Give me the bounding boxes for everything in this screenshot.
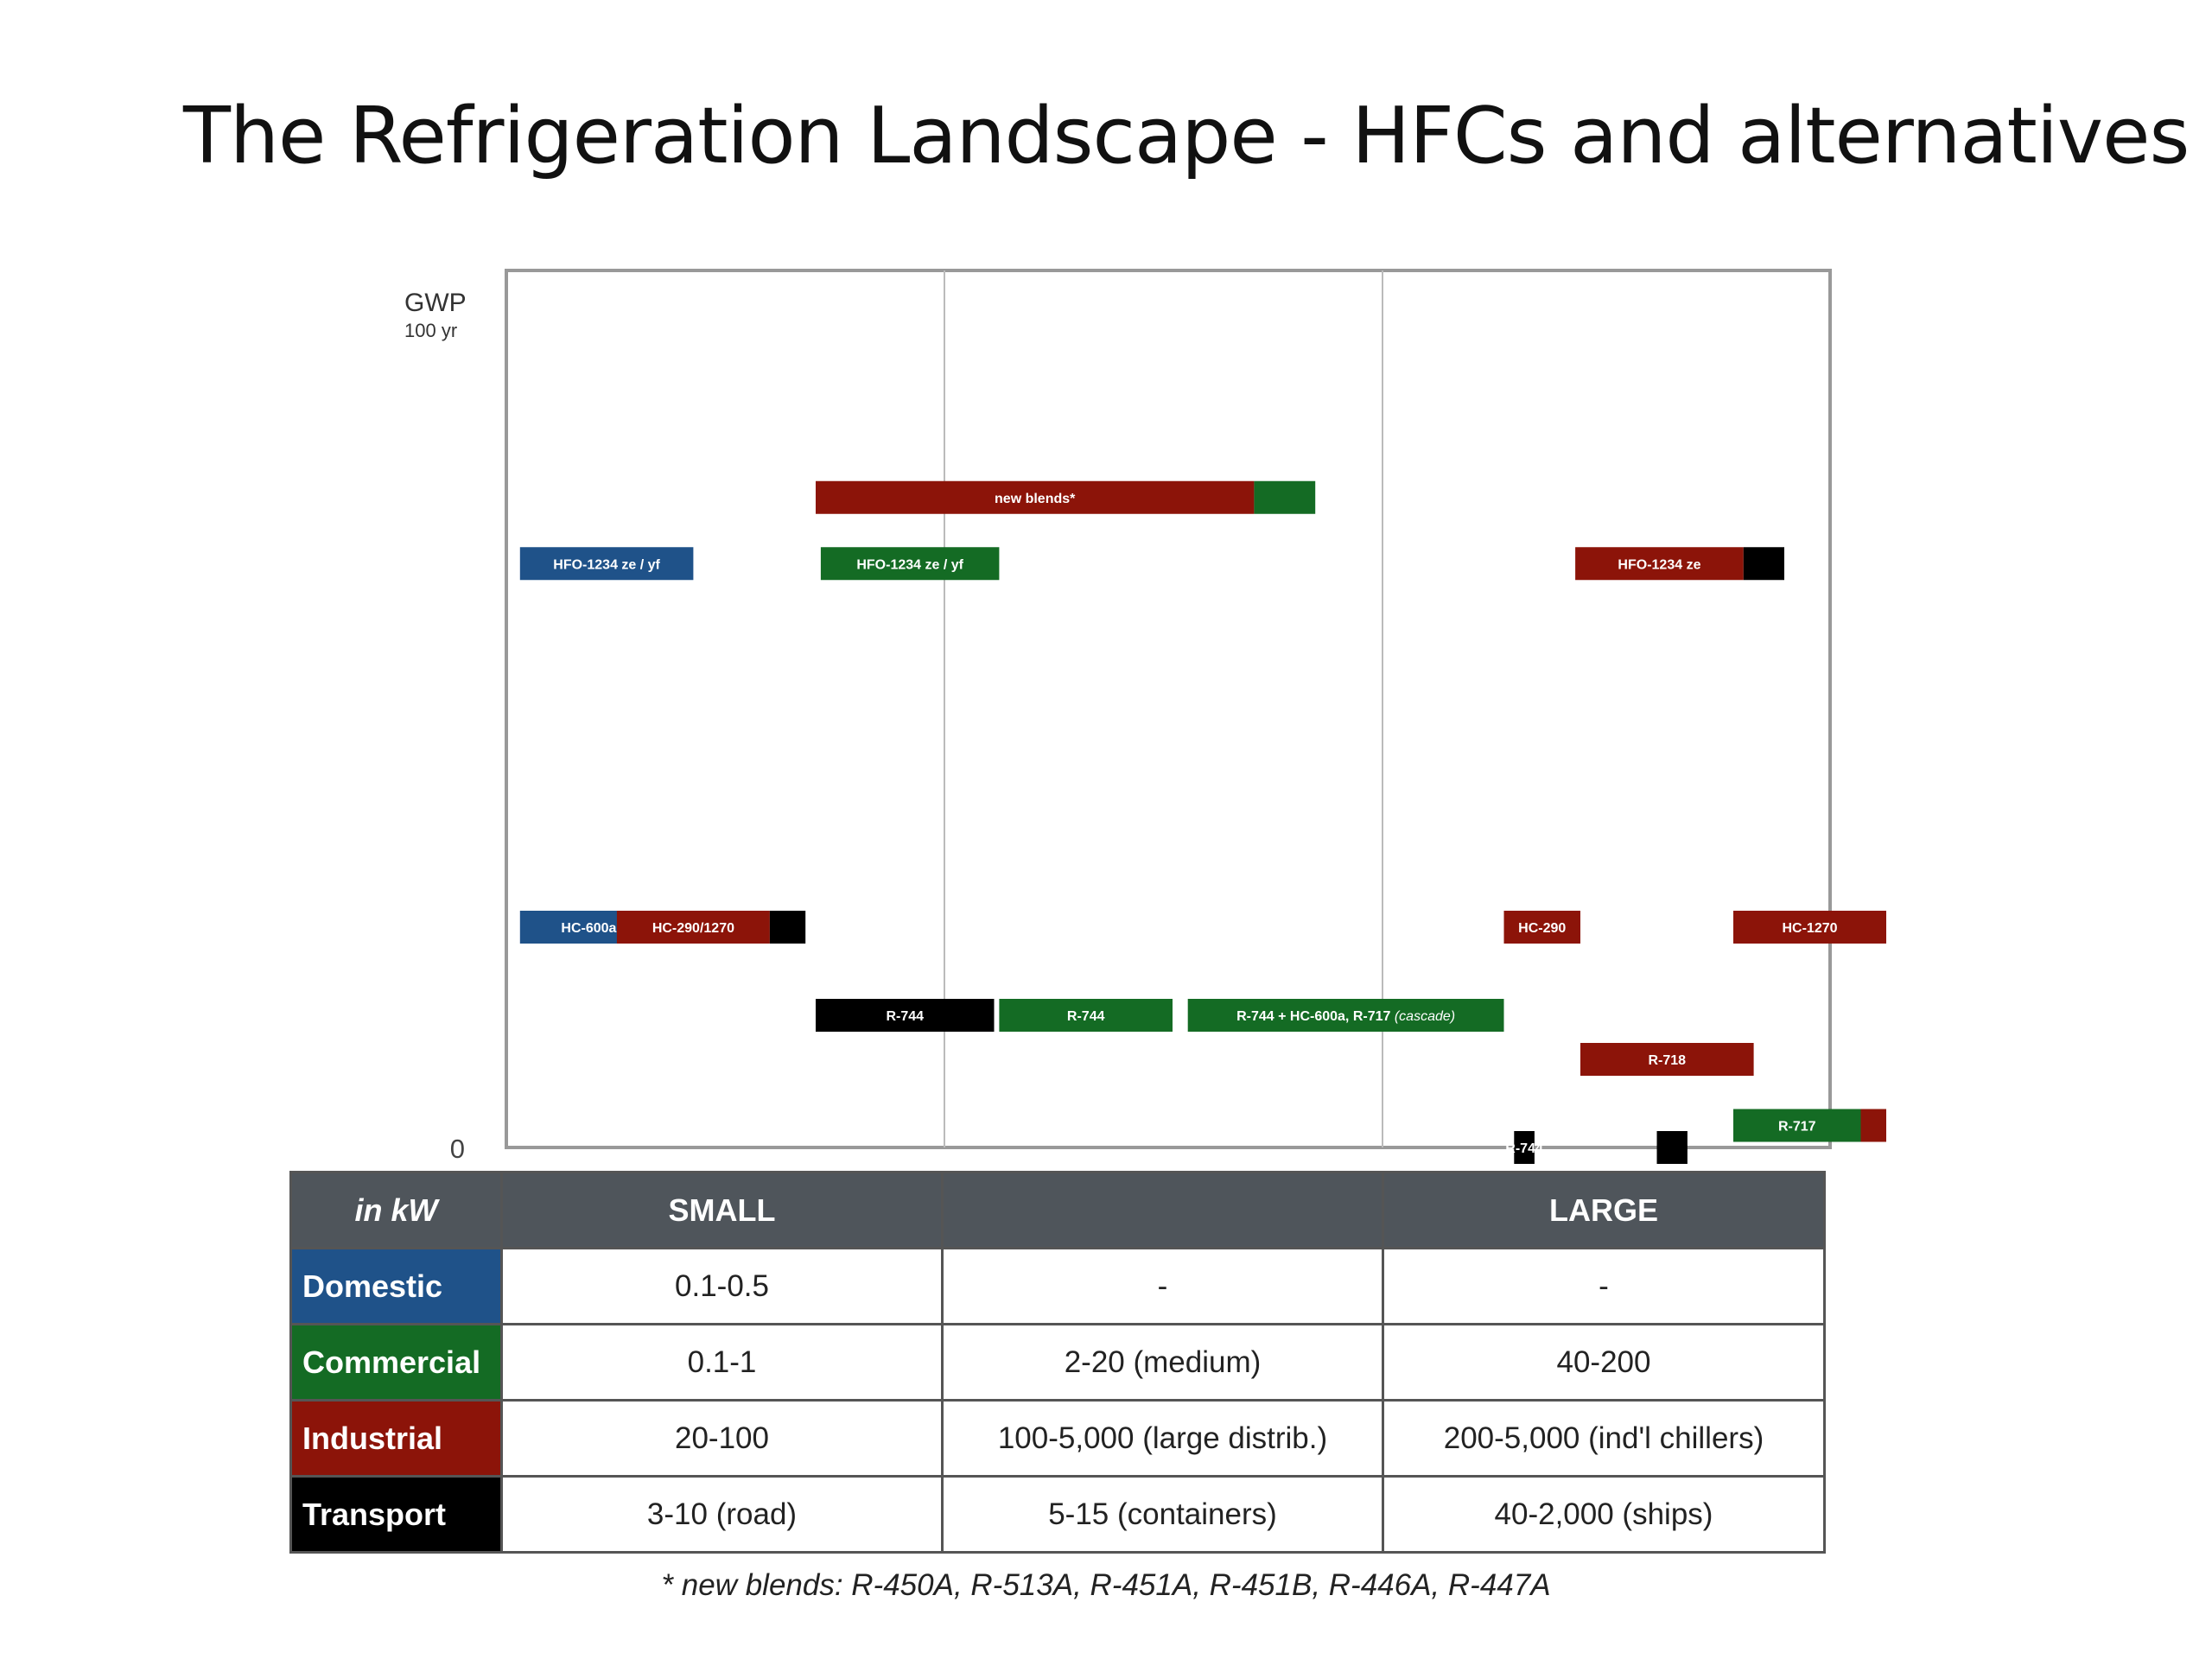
y-axis-label: GWP bbox=[404, 289, 467, 317]
table-header-row: in kW SMALL LARGE bbox=[289, 1171, 1826, 1249]
bar-label: R-744 bbox=[886, 1009, 924, 1024]
row-header-transport: Transport bbox=[289, 1475, 503, 1554]
bar-label: new blends* bbox=[995, 492, 1076, 506]
y-axis-sublabel: 100 yr bbox=[404, 320, 457, 341]
table-cell: 40-2,000 (ships) bbox=[1382, 1475, 1826, 1554]
row-header-industrial: Industrial bbox=[289, 1399, 503, 1478]
table-cell: 100-5,000 (large distrib.) bbox=[941, 1399, 1384, 1478]
gwp-bar bbox=[1580, 1043, 1754, 1076]
gwp-bar bbox=[1733, 1109, 1861, 1142]
table-cell: 40-200 bbox=[1382, 1323, 1826, 1402]
table-cell: - bbox=[1382, 1247, 1826, 1325]
table-cell: - bbox=[941, 1247, 1384, 1325]
gwp-chart: 0100020003000GWP100 yrR-404AR-407AR-452A… bbox=[404, 269, 1886, 1164]
bar-label: HFO-1234 ze bbox=[1618, 557, 1700, 572]
gwp-bar bbox=[816, 480, 1255, 514]
table-cell: 0.1-1 bbox=[500, 1323, 944, 1402]
bar-label: HC-290 bbox=[1518, 921, 1566, 936]
gwp-bar bbox=[816, 999, 995, 1032]
gwp-bar bbox=[1514, 1131, 1535, 1164]
page-title: The Refrigeration Landscape - HFCs and a… bbox=[183, 91, 2190, 181]
bar-label: R-744 + HC-600a, R-717 (cascade) bbox=[1236, 1009, 1455, 1024]
bar-label: HC-600a bbox=[561, 921, 616, 936]
table-row-transport: Transport 3-10 (road) 5-15 (containers) … bbox=[289, 1475, 1826, 1554]
bar-label: HC-1270 bbox=[1782, 921, 1837, 936]
gwp-bar bbox=[616, 911, 770, 944]
footnote: * new blends: R-450A, R-513A, R-451A, R-… bbox=[661, 1568, 1551, 1602]
gwp-bar bbox=[1733, 911, 1886, 944]
gwp-bar bbox=[1503, 911, 1580, 944]
gwp-bar bbox=[820, 547, 1000, 581]
table-cell: 200-5,000 (ind'l chillers) bbox=[1382, 1399, 1826, 1478]
bar-label: HFO-1234 ze / yf bbox=[553, 557, 660, 572]
gwp-bar bbox=[1656, 1131, 1688, 1164]
table-cell: 20-100 bbox=[500, 1399, 944, 1478]
gwp-bar bbox=[1254, 480, 1316, 514]
row-header-domestic: Domestic bbox=[289, 1247, 503, 1325]
table-cell: 5-15 (containers) bbox=[941, 1475, 1384, 1554]
table-row-industrial: Industrial 20-100 100-5,000 (large distr… bbox=[289, 1399, 1826, 1478]
gwp-bar bbox=[1860, 1109, 1886, 1142]
bar-label: R-744 bbox=[1505, 1141, 1543, 1156]
gwp-bar bbox=[519, 547, 694, 581]
table-corner-header: in kW bbox=[289, 1171, 503, 1249]
bar-label: R-744 bbox=[1067, 1009, 1105, 1024]
gwp-bar bbox=[1575, 547, 1744, 581]
table-cell: 0.1-0.5 bbox=[500, 1247, 944, 1325]
table-row-domestic: Domestic 0.1-0.5 - - bbox=[289, 1247, 1826, 1325]
column-header-medium bbox=[941, 1171, 1384, 1249]
column-header-small: SMALL bbox=[500, 1171, 944, 1249]
bar-label: R-717 bbox=[1778, 1120, 1816, 1135]
row-header-commercial: Commercial bbox=[289, 1323, 503, 1402]
table-cell: 3-10 (road) bbox=[500, 1475, 944, 1554]
gwp-bar bbox=[999, 999, 1173, 1032]
capacity-table: in kW SMALL LARGE Domestic 0.1-0.5 - - C… bbox=[289, 1171, 1826, 1554]
bar-label: HC-290/1270 bbox=[652, 921, 734, 936]
y-tick-label: 0 bbox=[450, 1134, 465, 1164]
table-row-commercial: Commercial 0.1-1 2-20 (medium) 40-200 bbox=[289, 1323, 1826, 1402]
table-cell: 2-20 (medium) bbox=[941, 1323, 1384, 1402]
bar-label: HFO-1234 ze / yf bbox=[856, 557, 963, 572]
bar-label: R-718 bbox=[1649, 1053, 1687, 1068]
gwp-bar bbox=[769, 911, 806, 944]
gwp-bar bbox=[1187, 999, 1504, 1032]
gwp-bar bbox=[1743, 547, 1784, 581]
column-header-large: LARGE bbox=[1382, 1171, 1826, 1249]
